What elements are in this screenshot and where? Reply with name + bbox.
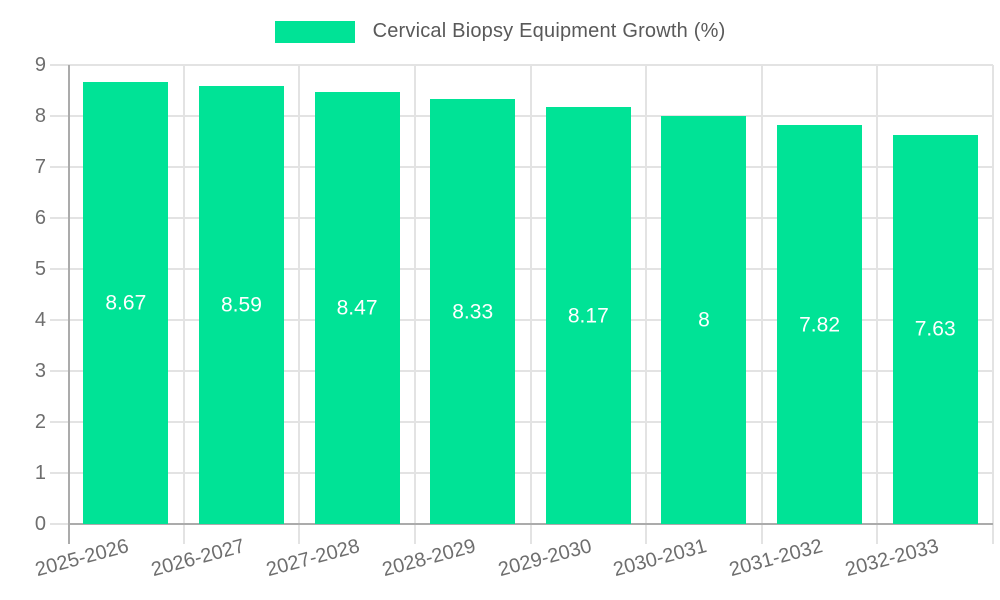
- bar-2031-2032[interactable]: 7.82: [777, 125, 863, 524]
- y-gridline: [50, 115, 993, 117]
- bar-value-label: 8.59: [221, 293, 262, 317]
- y-axis-tick-label: 3: [34, 360, 46, 383]
- y-axis-tick-label: 5: [34, 258, 46, 280]
- bar-2032-2033[interactable]: 7.63: [892, 134, 978, 524]
- x-axis-label: 2025-2026: [33, 535, 132, 582]
- y-gridline: [50, 370, 993, 373]
- bar-value-label: 8.47: [336, 296, 378, 320]
- x-axis-label: 2026-2027: [148, 535, 247, 582]
- bar-value-label: 7.82: [799, 313, 840, 337]
- y-axis-tick-label: 6: [34, 207, 46, 230]
- y-gridline: [50, 421, 993, 423]
- x-gridline: [760, 65, 763, 544]
- x-axis-label: 2028-2029: [380, 535, 479, 582]
- bar-2030-2031[interactable]: 8: [661, 116, 747, 524]
- x-gridline: [529, 65, 532, 544]
- y-axis-tick-label: 0: [34, 513, 46, 535]
- y-gridline: [50, 217, 993, 220]
- legend-swatch: [274, 20, 355, 43]
- y-gridline: [50, 268, 993, 270]
- y-axis-tick-label: 9: [34, 54, 46, 76]
- y-axis-tick-label: 4: [34, 309, 46, 331]
- x-gridline: [992, 65, 994, 544]
- x-gridline: [298, 65, 301, 544]
- bar-value-label: 8.17: [567, 304, 609, 328]
- x-axis-label: 2027-2028: [264, 535, 363, 582]
- bar-value-label: 7.63: [914, 317, 956, 341]
- x-gridline: [645, 65, 648, 544]
- x-gridline: [182, 65, 185, 544]
- x-axis-label: 2029-2030: [495, 535, 594, 582]
- y-gridline: [50, 166, 993, 168]
- y-axis-tick-label: 1: [34, 462, 46, 484]
- y-axis-tick-label: 8: [34, 105, 46, 127]
- plot-area: 0 1 2 3 4 5 6 7 8 9 8.67 2025-2026 8.59 2026-2027 8.47…: [33, 55, 994, 581]
- x-axis-label: 2031-2032: [726, 535, 825, 582]
- y-axis-tick-label: 7: [34, 156, 46, 178]
- legend-series-label: Cervical Biopsy Equipment Growth (%): [372, 20, 726, 42]
- bar-value-label: 8.33: [452, 300, 494, 324]
- y-axis-line: [68, 65, 70, 544]
- y-axis-tick-label: 2: [34, 411, 46, 433]
- y-gridline: [50, 472, 993, 474]
- bar-value-label: 8.67: [105, 291, 147, 315]
- y-gridline: [50, 319, 993, 321]
- x-gridline: [876, 65, 879, 544]
- x-axis-line: [68, 523, 993, 525]
- bar-2026-2027[interactable]: 8.59: [198, 85, 284, 524]
- chart-legend[interactable]: Cervical Biopsy Equipment Growth (%): [0, 20, 1000, 43]
- bar-2029-2030[interactable]: 8.17: [545, 107, 631, 524]
- bar-2027-2028[interactable]: 8.47: [314, 92, 400, 524]
- bar-value-label: 8: [698, 308, 710, 332]
- x-axis-label: 2030-2031: [611, 535, 710, 582]
- bar-2025-2026[interactable]: 8.67: [83, 81, 169, 524]
- bar-2028-2029[interactable]: 8.33: [430, 99, 516, 524]
- y-gridline: [50, 64, 993, 66]
- x-axis-label: 2032-2033: [842, 535, 941, 582]
- x-gridline: [413, 65, 416, 544]
